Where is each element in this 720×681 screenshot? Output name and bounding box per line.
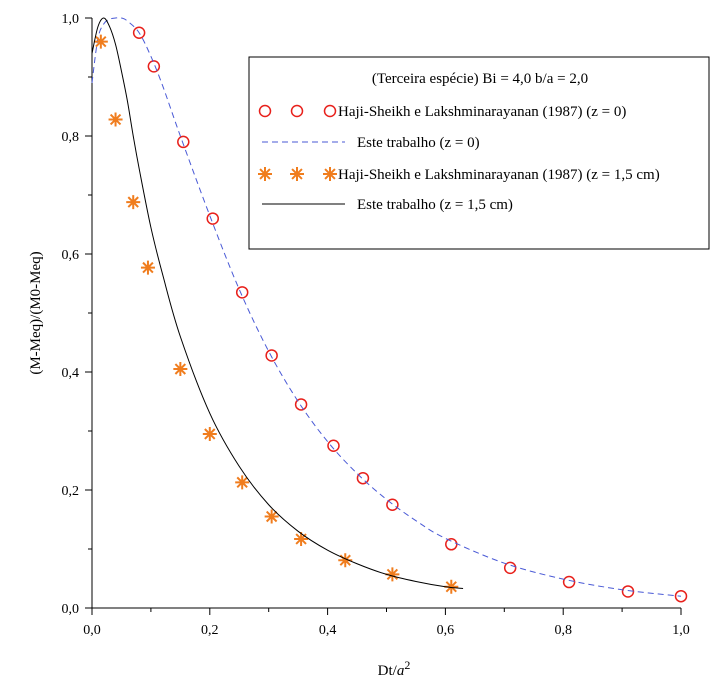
data-point-star — [235, 475, 250, 490]
y-axis-title: (M-Meq)/(M0-Meq) — [28, 251, 44, 374]
data-point-circle — [206, 212, 219, 225]
data-point-star — [140, 260, 155, 275]
x-axis-title: Dt/a2 — [378, 658, 411, 679]
y-tick-label: 0,0 — [62, 602, 80, 617]
legend-marker-swatch — [258, 104, 272, 118]
data-point-circle — [265, 349, 278, 362]
data-point-circle — [294, 398, 308, 411]
legend-item: Haji-Sheikh e Lakshminarayanan (1987) (z… — [258, 104, 626, 120]
legend-label: Haji-Sheikh e Lakshminarayanan (1987) (z… — [338, 104, 626, 120]
legend: (Terceira espécie) Bi = 4,0 b/a = 2,0 Ha… — [248, 56, 710, 250]
legend-box — [248, 56, 710, 250]
data-point-star — [294, 531, 309, 546]
data-point-circle — [327, 439, 340, 452]
legend-marker-swatch — [323, 167, 337, 181]
x-tick-label: 0,0 — [83, 623, 101, 638]
data-point-star — [93, 34, 108, 49]
legend-items: Haji-Sheikh e Lakshminarayanan (1987) (z… — [258, 104, 660, 213]
x-tick-label: 0,8 — [554, 623, 572, 638]
data-point-circle — [147, 60, 161, 73]
legend-marker-swatch — [258, 167, 272, 181]
y-tick-label: 0,6 — [62, 248, 80, 263]
data-point-circle — [356, 471, 370, 485]
legend-marker-swatch — [290, 167, 304, 181]
legend-label: Haji-Sheikh e Lakshminarayanan (1987) (z… — [338, 167, 660, 183]
data-point-circle — [177, 135, 190, 149]
x-axis-title-exp: 2 — [404, 658, 410, 672]
data-point-circle — [562, 575, 576, 589]
data-point-star — [444, 579, 459, 594]
axes: 0,0 0,2 0,4 0,6 0,8 1,0 0,0 0,2 0,4 0,6 0,8 1,0 — [62, 12, 690, 638]
data-point-circle — [132, 26, 146, 39]
legend-marker-swatch — [323, 104, 337, 118]
legend-item: Este trabalho (z = 0) — [262, 135, 480, 151]
data-point-star — [108, 112, 123, 127]
x-tick-label: 0,2 — [201, 623, 219, 638]
legend-label: Este trabalho (z = 0) — [357, 135, 480, 151]
data-point-circle — [235, 286, 249, 299]
data-point-star — [126, 195, 141, 210]
plot-area — [91, 17, 688, 603]
y-tick-label: 0,4 — [62, 366, 80, 381]
y-tick-label: 0,2 — [62, 484, 80, 499]
y-tick-label: 1,0 — [62, 12, 80, 27]
legend-label: Este trabalho (z = 1,5 cm) — [357, 197, 513, 213]
x-tick-label: 1,0 — [672, 623, 690, 638]
x-axis-title-var: a — [397, 663, 405, 679]
data-point-star — [338, 553, 353, 568]
data-point-star — [202, 426, 217, 441]
data-point-star — [264, 509, 279, 524]
x-axis-title-main: Dt/ — [378, 663, 398, 679]
legend-item: Este trabalho (z = 1,5 cm) — [262, 197, 513, 213]
data-point-star — [173, 362, 188, 377]
data-point-circle — [445, 538, 458, 551]
data-point-circle — [503, 561, 517, 575]
legend-marker-swatch — [290, 104, 304, 118]
x-tick-label: 0,4 — [319, 623, 337, 638]
data-point-star — [385, 567, 400, 582]
y-tick-label: 0,8 — [62, 130, 80, 145]
series-line-este-trabalho-z15 — [91, 17, 464, 590]
legend-title: (Terceira espécie) Bi = 4,0 b/a = 2,0 — [372, 71, 588, 87]
series-line-este-trabalho-z0 — [91, 17, 682, 597]
x-tick-label: 0,6 — [437, 623, 455, 638]
legend-item: Haji-Sheikh e Lakshminarayanan (1987) (z… — [258, 167, 660, 183]
data-point-circle — [674, 589, 688, 603]
data-point-circle — [386, 498, 399, 511]
